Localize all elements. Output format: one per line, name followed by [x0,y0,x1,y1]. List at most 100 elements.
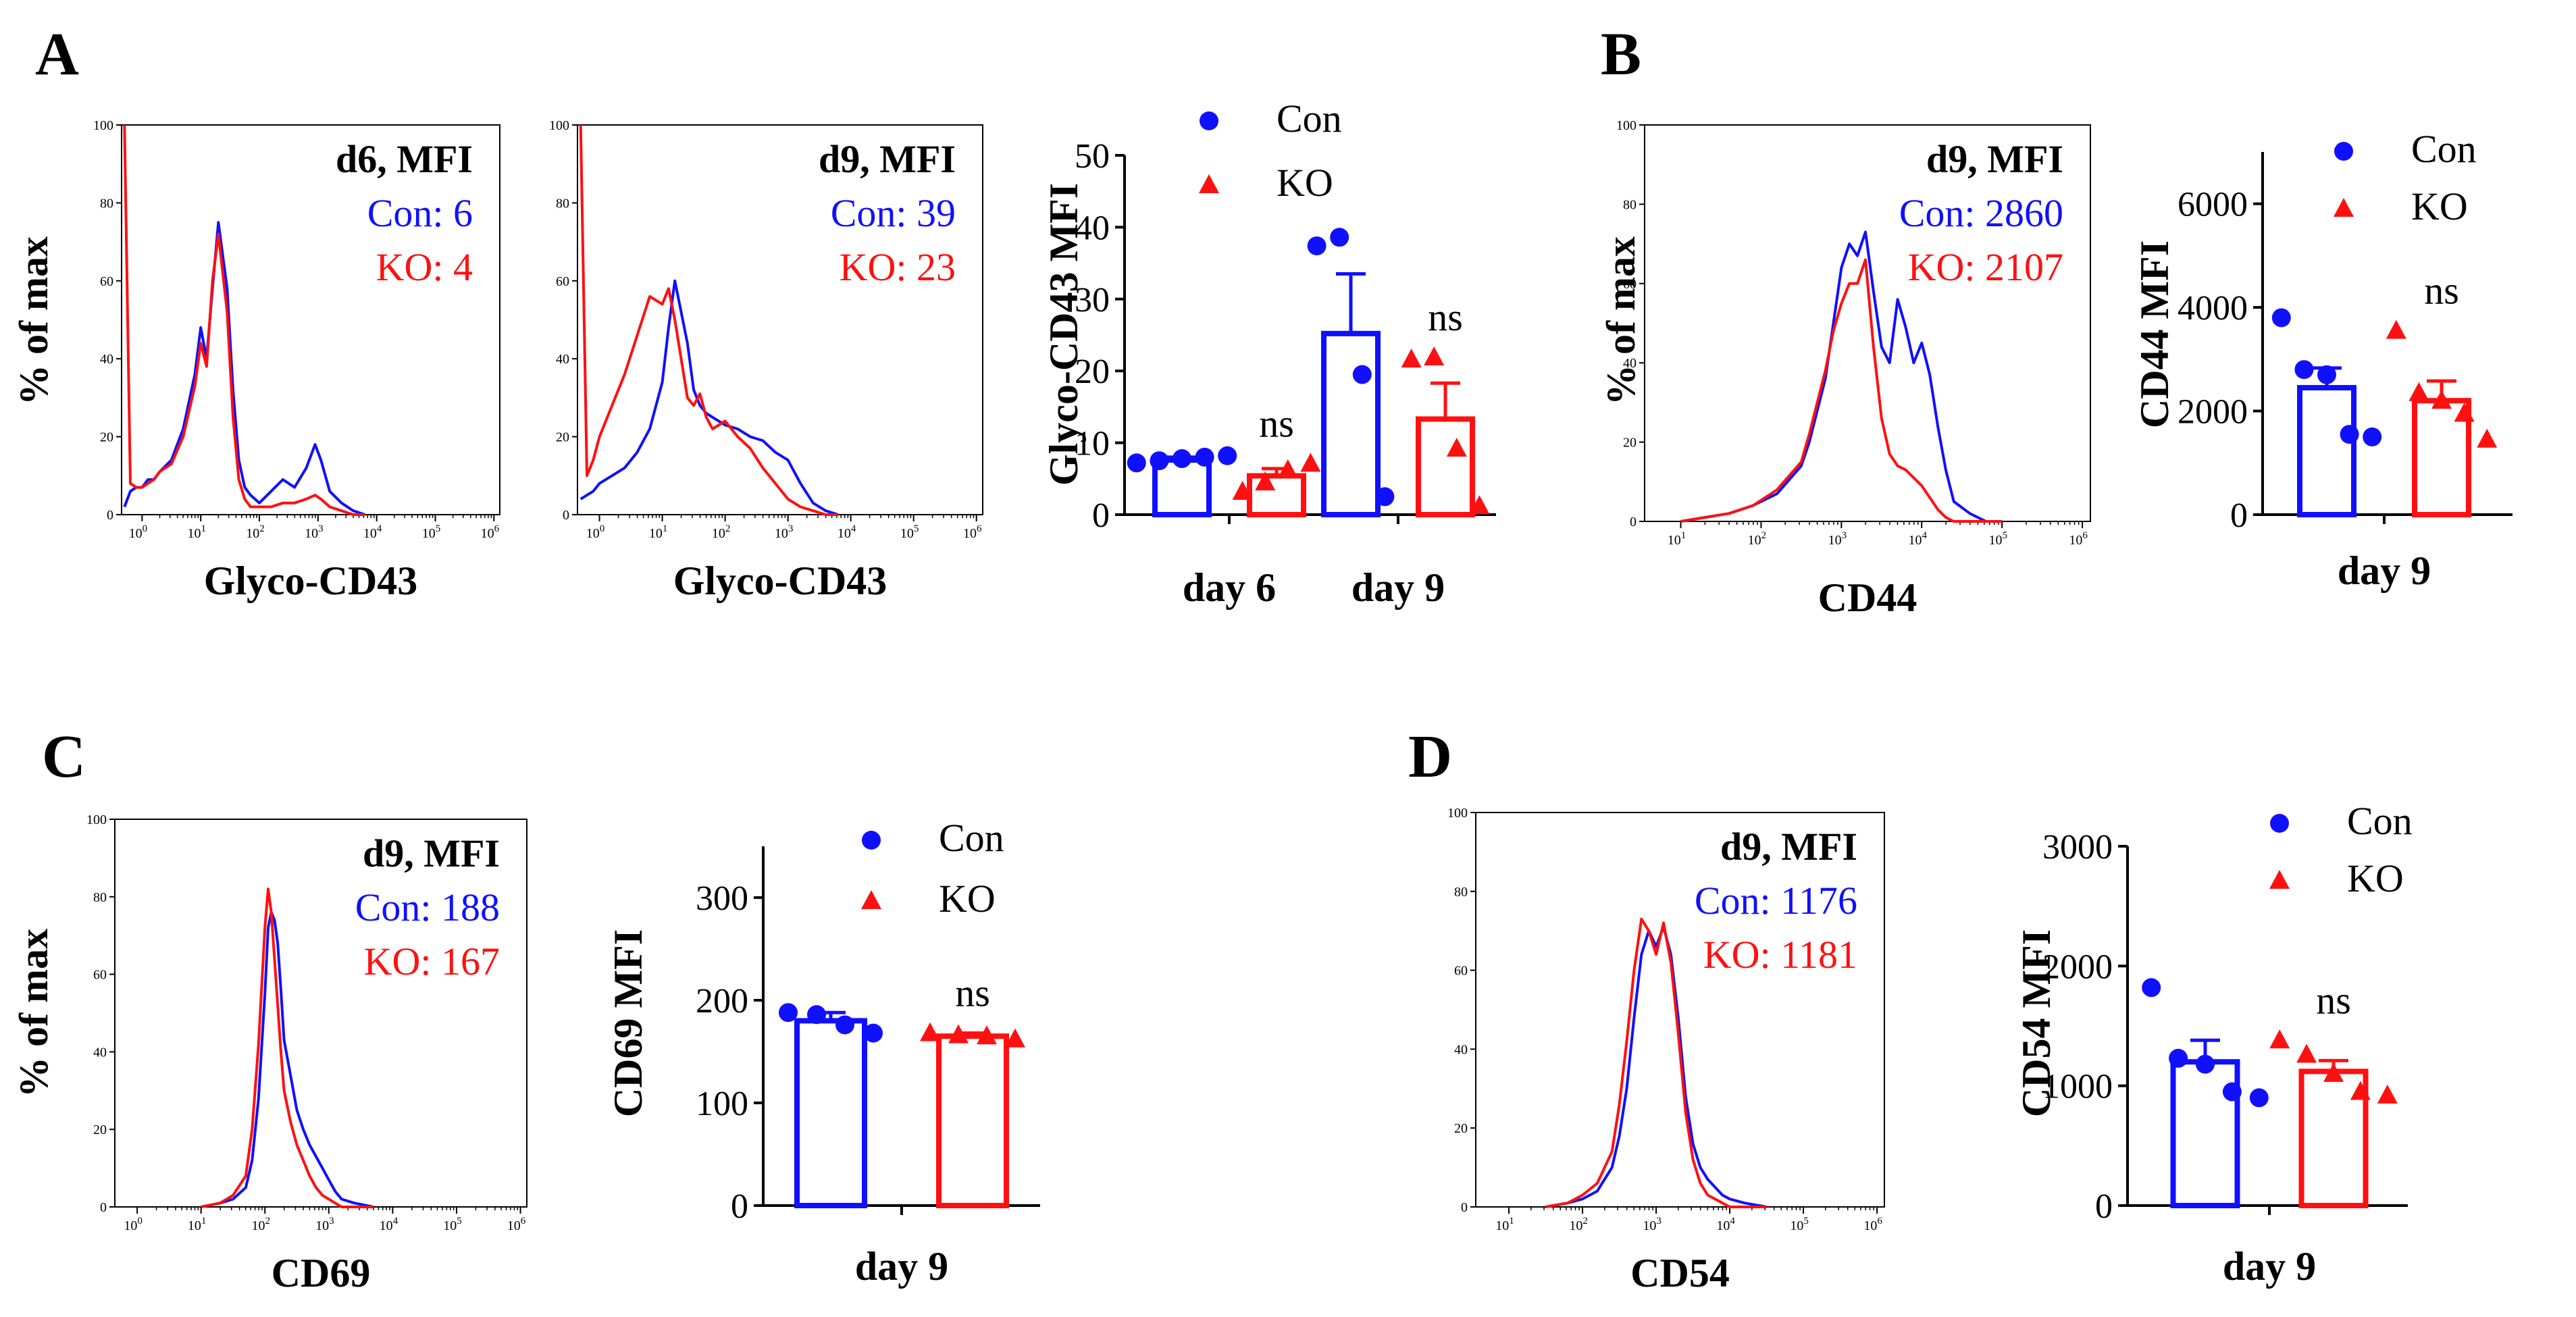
bar-con [794,1018,867,1209]
x-tick-label: 101 [1668,530,1686,548]
data-point-con [1200,111,1218,130]
x-tick-label: 104 [380,1216,398,1233]
mfi-header: d9, MFI [1720,825,1857,869]
x-tick-label: 102 [1569,1216,1588,1233]
y-axis-label: % of max [11,929,56,1098]
data-point-ko [2269,1029,2290,1049]
y-tick-label: 80 [556,196,569,211]
data-point-con [2340,425,2359,444]
data-point-con [1195,447,1214,467]
y-tick-label: 2000 [2178,393,2248,432]
y-tick-label: 80 [100,196,113,211]
significance-label: ns [955,971,990,1015]
plot-frame [121,124,500,515]
y-tick-label: 40 [556,352,569,367]
bar-con [2170,1059,2240,1208]
data-point-ko [1469,495,1490,515]
data-point-ko [2431,390,2452,409]
mfi-ko-value: KO: 2107 [1908,245,2063,289]
x-tick-label: 104 [838,523,856,541]
data-point-con [1307,236,1326,256]
data-point-con [2249,1088,2269,1108]
data-point-con [2334,142,2353,161]
x-axis-label: Glyco-CD43 [204,559,418,603]
y-tick-label: 20 [1075,353,1110,391]
data-point-ko [2334,198,2354,217]
x-tick-label: 106 [481,523,500,541]
x-tick-label: 102 [246,523,265,541]
y-tick-label: 0 [563,508,569,523]
data-point-ko [920,1022,940,1041]
bar-ko [936,1033,1009,1208]
bar-chart-b4: 0 1000 2000 3000 day 9 ns Con KO CD54 MFI [2014,799,2413,1289]
y-tick-label: 0 [731,1187,748,1226]
x-tick-label: 100 [586,523,605,541]
data-point-ko [2386,319,2406,339]
data-point-con [862,831,881,850]
data-point-ko [1277,459,1298,479]
bar-con [1321,330,1381,517]
data-point-con [2271,308,2291,328]
data-point-con [1127,453,1146,473]
y-tick-label: 100 [86,812,107,827]
x-tick-label: 106 [1863,1216,1882,1233]
y-tick-label: 20 [1623,436,1637,450]
y-tick-label: 0 [100,1200,107,1215]
mfi-con-value: Con: 2860 [1899,191,2063,235]
data-point-ko [2477,428,2498,448]
series-line-ko [1680,258,2003,523]
mfi-con-value: Con: 1176 [1695,879,1857,923]
panel-label-c: C [42,723,86,790]
y-tick-label: 300 [696,879,748,918]
x-tick-label: 104 [1716,1216,1735,1233]
x-tick-label: 104 [363,523,382,541]
legend-label-con: Con [2347,799,2413,843]
y-tick-label: 100 [1616,118,1637,133]
histogram-h3: 0 20 40 60 80 100 101 102 103 104 105 106 d9, MFI Con… [1599,118,2091,620]
data-point-con [2169,1048,2188,1068]
histogram-h5: 0 20 40 60 80 100 101 102 103 104 105 106 d9, MFI Con… [1447,806,1885,1295]
y-tick-label: 200 [696,982,748,1021]
data-point-con [1173,449,1191,469]
panel-label-d: D [1408,723,1452,790]
y-tick-label: 0 [2095,1187,2113,1226]
y-tick-label: 20 [100,430,113,445]
significance-label: ns [2424,269,2459,313]
mfi-ko-value: KO: 1181 [1703,933,1857,977]
legend-label-con: Con [1277,97,1342,140]
y-tick-label: 40 [1623,356,1637,371]
data-point-ko [2296,1043,2317,1063]
data-point-ko [2350,1081,2371,1100]
y-tick-label: 100 [696,1085,748,1123]
y-tick-label: 50 [1075,137,1110,176]
y-tick-label: 100 [549,118,569,133]
category-label: day 9 [2338,548,2431,593]
x-axis-label: CD54 [1630,1251,1730,1295]
data-point-con [807,1005,826,1025]
y-axis-label: CD69 MFI [606,929,650,1117]
x-tick-label: 105 [1988,530,2007,548]
y-tick-label: 6000 [2178,186,2248,224]
plot-frame [1475,812,1885,1208]
series-line-ko [1545,917,1767,1208]
series-line-con [1680,230,2003,523]
x-axis-label: CD69 [272,1251,371,1295]
x-axis-label: Glyco-CD43 [673,559,887,603]
y-tick-label: 30 [1075,281,1110,319]
data-point-ko [977,1025,997,1045]
data-point-con [1375,487,1395,507]
data-point-ko [861,890,881,909]
legend-label-con: Con [939,816,1004,860]
data-point-con [2196,1054,2215,1074]
y-tick-label: 60 [1623,277,1637,292]
bar-chart-b2: 0 2000 4000 6000 day 9 ns Con KO CD44 MFI [2132,127,2513,593]
panel-label-b: B [1601,21,1641,88]
mfi-ko-value: KO: 4 [376,245,473,289]
y-tick-label: 80 [93,890,107,905]
y-tick-label: 100 [1447,806,1468,821]
category-label: day 9 [1351,565,1445,610]
data-point-con [835,1015,854,1035]
series-line-ko [123,124,365,516]
significance-label: ns [1259,401,1294,445]
mfi-header: d9, MFI [1926,137,2063,181]
